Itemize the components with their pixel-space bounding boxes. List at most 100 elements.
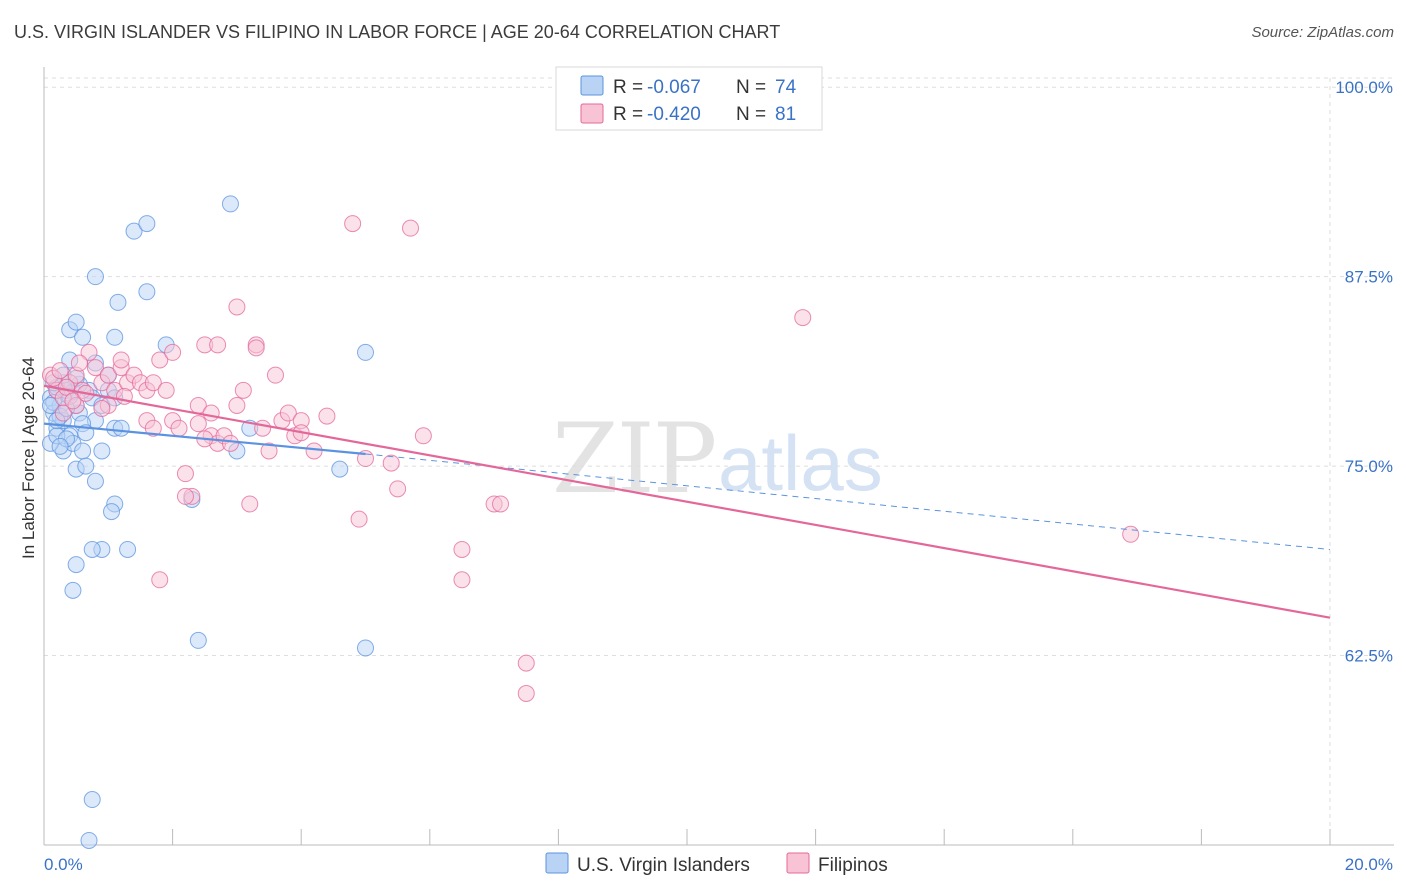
data-point [517, 684, 535, 702]
y-tick-labels: 62.5% 75.0% 87.5% 100.0% [1335, 78, 1393, 665]
data-point [99, 366, 117, 384]
data-point [357, 639, 374, 657]
data-point [70, 354, 88, 372]
data-point [83, 540, 101, 558]
trend-line-blue [43, 422, 366, 456]
data-point [80, 343, 98, 361]
data-point [202, 404, 220, 422]
x-axis-ticks [172, 829, 1331, 845]
series-filipinos [41, 215, 1140, 702]
data-point [103, 503, 121, 521]
data-point [138, 283, 156, 301]
data-point [189, 631, 207, 649]
data-point [64, 392, 82, 410]
data-point [109, 293, 127, 311]
y-axis-label: In Labor Force | Age 20-64 [19, 357, 38, 559]
y-tick-label: 100.0% [1335, 78, 1393, 97]
data-point [170, 419, 188, 437]
y-tick-label: 87.5% [1345, 268, 1393, 287]
x-tick-labels: 0.0% 20.0% [44, 855, 1393, 874]
data-point [151, 571, 169, 589]
data-point [794, 309, 812, 327]
data-point [350, 510, 368, 528]
data-point [279, 404, 297, 422]
stats-legend: R = -0.067 N = 74 R = -0.420 N = 81 [555, 66, 823, 131]
y-tick-label: 75.0% [1345, 457, 1393, 476]
data-point [86, 359, 104, 377]
data-point [112, 419, 130, 437]
data-point [221, 195, 239, 213]
watermark: ZIP atlas [552, 403, 883, 515]
data-point [266, 366, 284, 384]
data-point [151, 351, 169, 369]
data-point [221, 434, 239, 452]
data-point [125, 222, 143, 240]
data-point [414, 427, 432, 445]
data-point [67, 313, 85, 331]
x-tick-label: 20.0% [1345, 855, 1393, 874]
data-point [112, 351, 130, 369]
data-point [83, 791, 101, 809]
data-point [51, 362, 69, 380]
legend-r-value: -0.067 [647, 77, 701, 98]
data-point [86, 268, 104, 286]
data-point [209, 336, 227, 354]
data-point [189, 415, 207, 433]
data-point [64, 581, 82, 599]
data-point [144, 374, 162, 392]
data-point [402, 219, 420, 237]
data-point [93, 400, 111, 417]
data-point [382, 454, 400, 472]
series-us-virgin-islanders [41, 195, 374, 849]
data-point [389, 480, 407, 498]
data-point [54, 404, 72, 422]
data-point [138, 215, 156, 233]
data-point [241, 495, 259, 513]
data-point [86, 472, 104, 490]
data-point [157, 381, 175, 399]
data-point [93, 442, 111, 460]
trend-line-blue-extension [365, 453, 1331, 550]
legend-r-label: R = [613, 77, 643, 98]
data-point [260, 442, 278, 460]
data-point [74, 328, 92, 346]
legend-r-value: -0.420 [647, 104, 701, 125]
series-legend-label: Filipinos [818, 855, 888, 876]
data-point [254, 419, 272, 437]
legend-n-value: 74 [775, 77, 797, 98]
series-legend-label: U.S. Virgin Islanders [577, 855, 750, 876]
watermark-atlas: atlas [718, 419, 883, 507]
x-tick-label: 0.0% [44, 855, 83, 874]
data-point [119, 540, 137, 558]
watermark-zip: ZIP [552, 403, 715, 515]
data-point [305, 442, 323, 460]
data-point [74, 442, 92, 460]
data-point [176, 487, 194, 505]
data-point [176, 465, 194, 483]
data-point [41, 396, 59, 414]
chart-title: U.S. VIRGIN ISLANDER VS FILIPINO IN LABO… [14, 22, 781, 42]
trend-lines [43, 384, 1331, 619]
data-point [228, 396, 246, 414]
data-point [77, 457, 95, 475]
data-point [247, 339, 265, 357]
data-point [144, 419, 162, 437]
series-legend-swatch-blue [545, 852, 569, 874]
legend-r-label: R = [613, 104, 643, 125]
data-point [357, 343, 374, 361]
data-point [164, 343, 182, 361]
data-point [331, 460, 349, 478]
data-point [51, 437, 69, 455]
data-point [453, 571, 471, 589]
legend-n-label: N = [736, 104, 766, 125]
data-point [517, 654, 535, 672]
trend-line-pink [43, 384, 1331, 619]
data-point [234, 381, 252, 399]
legend-n-label: N = [736, 77, 766, 98]
series-legend-swatch-pink [786, 852, 810, 874]
data-point [67, 556, 85, 574]
data-point [80, 831, 98, 849]
legend-swatch-pink [580, 103, 604, 124]
data-point [492, 495, 510, 513]
